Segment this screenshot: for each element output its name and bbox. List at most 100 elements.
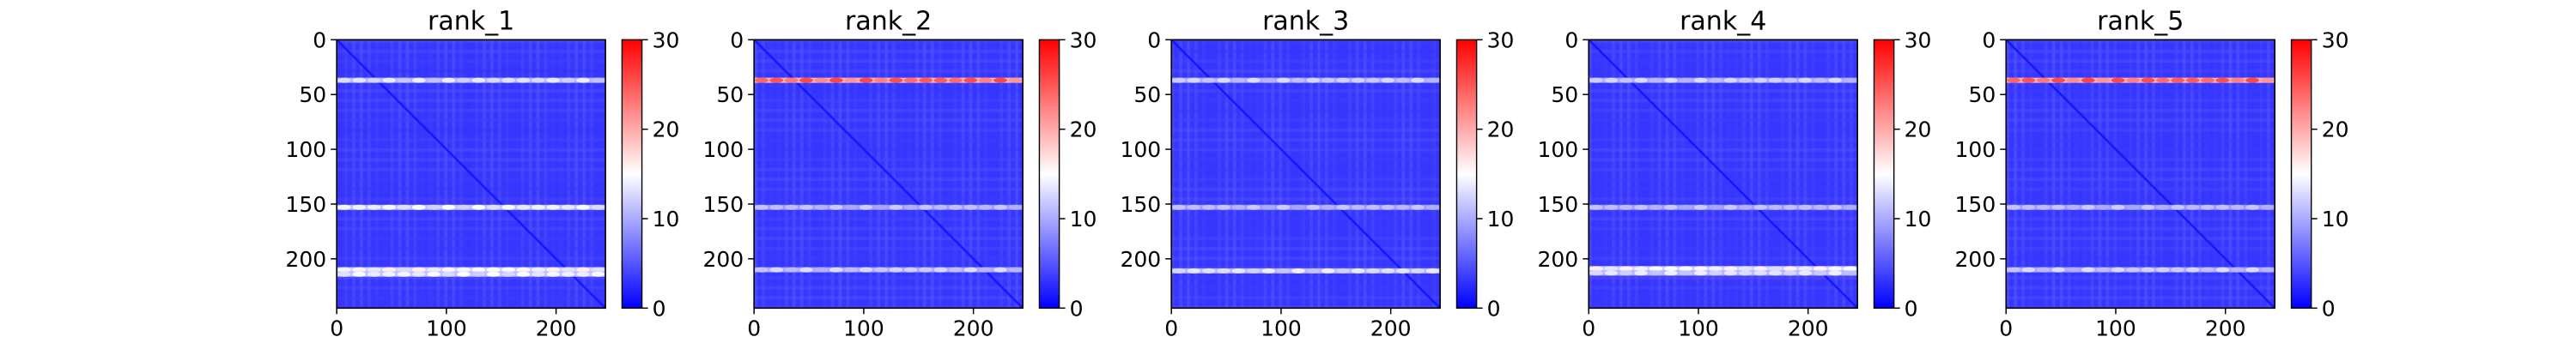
heatmap-bright-row-base <box>337 267 606 273</box>
heatmap-bright-cell <box>919 204 933 210</box>
heatmap-row-band <box>1589 246 1858 250</box>
heatmap-row-band <box>2006 296 2275 300</box>
axes-frame <box>336 39 606 310</box>
heatmap-bright-cell <box>561 271 575 277</box>
heatmap-bright-cell <box>1634 204 1648 210</box>
y-tick-label: 100 <box>702 137 744 162</box>
heatmap-bright-cell <box>889 77 903 83</box>
heatmap-bright-cell <box>486 267 501 273</box>
colorbar-tick-label: 0 <box>1487 296 1501 321</box>
heatmap-bright-cell <box>2126 204 2140 210</box>
heatmap-column-band <box>367 39 371 309</box>
heatmap-bright-cell <box>457 271 471 277</box>
heatmap-row-band <box>1589 128 1858 132</box>
heatmap-column-band <box>1171 39 1176 309</box>
heatmap-row-band <box>754 59 1024 63</box>
heatmap-row-band <box>337 147 606 152</box>
heatmap-bright-cell <box>532 204 545 210</box>
heatmap-row-band <box>1171 286 1441 290</box>
heatmap-bright-cell <box>1217 77 1230 83</box>
heatmap-bright-cell <box>441 271 456 277</box>
heatmap-bright-cell <box>2171 77 2185 83</box>
heatmap-bright-cell <box>949 267 963 273</box>
heatmap-bright-cell <box>1709 270 1722 276</box>
heatmap-column-band <box>922 39 927 309</box>
heatmap-bright-cell <box>1261 77 1276 83</box>
heatmap-bright-cell <box>2066 77 2081 83</box>
heatmap-bright-cell <box>2111 77 2125 83</box>
heatmap-bright-row <box>2006 267 2275 273</box>
heatmap-bright-cell <box>1321 204 1335 210</box>
heatmap-row-band <box>1171 49 1441 53</box>
y-tick-label: 150 <box>1538 192 1579 217</box>
heatmap-row-band <box>2006 118 2275 123</box>
heatmap-column-band <box>976 39 981 309</box>
heatmap-bright-cell <box>2036 204 2050 210</box>
heatmap-row-band <box>2006 88 2275 93</box>
x-tick-label: 200 <box>953 316 994 340</box>
heatmap-bright-cell <box>1321 268 1335 274</box>
heatmap-bright-cell <box>2021 77 2036 83</box>
heatmap-bright-cell <box>1411 204 1425 210</box>
heatmap-column-band <box>398 39 402 309</box>
heatmap-bright-row <box>1171 268 1441 274</box>
heatmap-column-band <box>2167 39 2171 309</box>
heatmap-bright-cell <box>546 267 561 273</box>
heatmap-bright-cell <box>367 77 381 83</box>
heatmap-row-band <box>1171 246 1441 250</box>
heatmap-bright-row-base <box>2006 267 2275 273</box>
heatmap-bright-cell <box>546 77 561 83</box>
heatmap-bright-cell <box>799 77 813 83</box>
heatmap-bright-cell <box>1798 266 1813 272</box>
heatmap-bright-cell <box>1649 266 1663 272</box>
heatmap-row-band <box>1589 305 1858 309</box>
heatmap-bright-cell <box>2245 267 2259 273</box>
heatmap-bright-cell <box>471 204 486 210</box>
heatmap-row-band <box>1589 286 1858 290</box>
heatmap-row-band <box>2006 217 2275 221</box>
heatmap-bright-cell <box>337 204 351 210</box>
heatmap-bright-cell <box>1231 77 1246 83</box>
heatmap-image <box>2006 39 2275 309</box>
heatmap-bright-cell <box>1798 204 1813 210</box>
colorbar-gradient <box>1455 39 1478 310</box>
heatmap-bright-cell <box>1291 204 1305 210</box>
heatmap-column-band <box>1255 39 1260 309</box>
heatmap-bright-cell <box>1231 268 1246 274</box>
heatmap-bright-cell <box>829 267 843 273</box>
heatmap-column-band <box>390 39 394 309</box>
heatmap-bright-cell <box>2126 77 2140 83</box>
heatmap-bright-row <box>1171 77 1441 83</box>
y-tick-label: 150 <box>1955 192 1996 217</box>
heatmap-column-band <box>452 39 456 309</box>
x-tick-label: 100 <box>2095 316 2136 340</box>
y-tick-label: 100 <box>285 137 326 162</box>
heatmap-bright-cell <box>949 77 963 83</box>
heatmap-column-band <box>483 39 486 309</box>
heatmap-row-band <box>337 286 606 290</box>
heatmap-bright-row <box>1589 204 1858 210</box>
heatmap-column-band <box>1363 39 1367 309</box>
heatmap-column-band <box>1263 39 1267 309</box>
heatmap-bright-cell <box>2141 204 2155 210</box>
heatmap-column-band <box>489 39 494 309</box>
heatmap-column-band <box>1680 39 1685 309</box>
heatmap-column-band <box>815 39 819 309</box>
heatmap-bright-cell <box>769 204 784 210</box>
heatmap-bright-cell <box>1738 270 1753 276</box>
heatmap-image <box>1589 39 1858 309</box>
heatmap-row-band <box>1171 88 1441 93</box>
heatmap-row-band <box>337 276 606 280</box>
heatmap-bright-cell <box>591 267 605 273</box>
colorbar: 0 10 20 30 <box>1873 27 1931 321</box>
heatmap-column-band <box>1332 39 1336 309</box>
heatmap-column-band <box>762 39 765 309</box>
colorbar-tick-label: 20 <box>1487 117 1515 142</box>
heatmap-bright-cell <box>532 271 545 277</box>
heatmap-column-band <box>992 39 996 309</box>
heatmap-bright-cell <box>2260 204 2275 210</box>
heatmap-column-band <box>1378 39 1382 309</box>
heatmap-row-band <box>1589 226 1858 231</box>
heatmap-bright-cell <box>1201 77 1216 83</box>
